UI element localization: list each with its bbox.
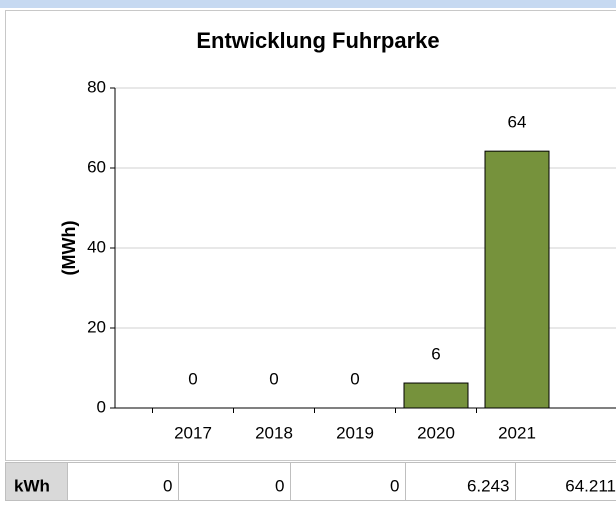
table-cell: [291, 463, 406, 501]
table-value: 0: [390, 476, 399, 495]
data-label: 0: [350, 369, 359, 388]
x-tick-label: 2018: [255, 423, 293, 442]
bar: [404, 383, 468, 408]
y-tick-label: 80: [87, 77, 106, 96]
y-tick-label: 40: [87, 237, 106, 256]
table-cell: [68, 463, 179, 501]
bar: [485, 151, 549, 408]
table-value: 64.211: [565, 476, 616, 495]
x-tick-label: 2020: [417, 423, 455, 442]
table-value: 6.243: [467, 476, 510, 495]
table-value: 0: [163, 476, 172, 495]
data-label: 64: [508, 113, 527, 132]
data-label: 6: [431, 345, 440, 364]
y-tick-label: 20: [87, 317, 106, 336]
y-axis-label: (MWh): [59, 221, 79, 276]
chart-title: Entwicklung Fuhrparke: [196, 28, 439, 53]
x-tick-label: 2017: [174, 423, 212, 442]
table-header: kWh: [14, 476, 50, 495]
x-tick-label: 2019: [336, 423, 374, 442]
table-cell: [179, 463, 291, 501]
y-tick-label: 0: [97, 397, 106, 416]
top-bar: [0, 0, 616, 8]
table-value: 0: [275, 476, 284, 495]
data-label: 0: [269, 369, 278, 388]
x-tick-label: 2021: [498, 423, 536, 442]
y-tick-label: 60: [87, 157, 106, 176]
data-label: 0: [188, 369, 197, 388]
